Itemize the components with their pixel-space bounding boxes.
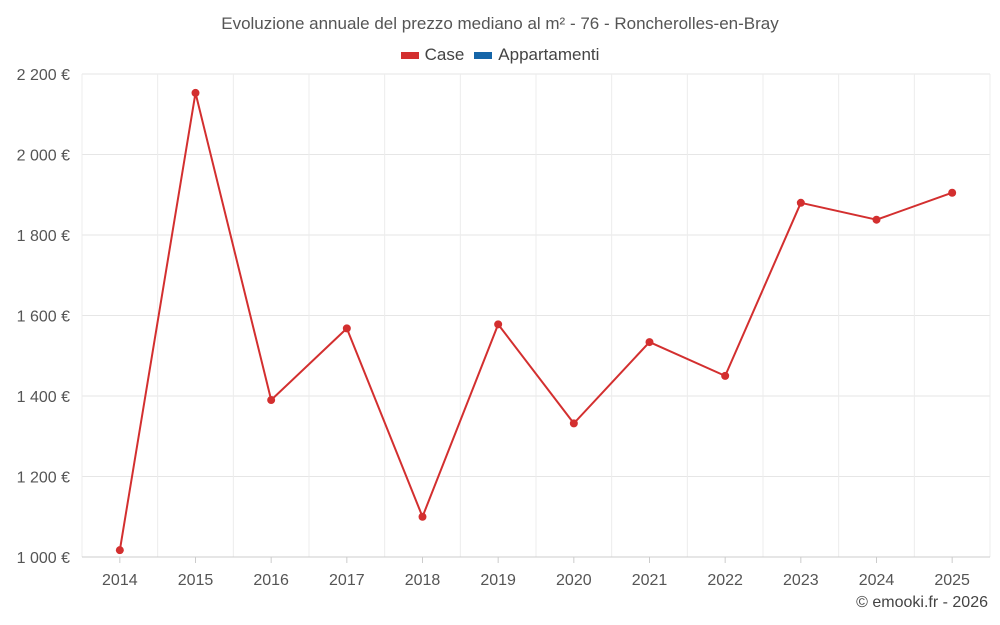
grid-lines: [81, 73, 991, 558]
y-tick-label: 2 000 €: [17, 148, 70, 165]
y-tick-label: 1 200 €: [17, 470, 70, 487]
legend-swatch-appartamenti: [474, 51, 493, 59]
data-point-2017[interactable]: [342, 324, 351, 333]
y-tick-label: 2 200 €: [17, 67, 70, 84]
x-tick-label: 2025: [934, 572, 970, 589]
data-point-2021[interactable]: [645, 338, 654, 347]
data-point-2018[interactable]: [418, 512, 427, 521]
data-point-2025[interactable]: [948, 188, 957, 197]
credit-text: © emooki.fr - 2026: [856, 594, 988, 611]
series-layer: [115, 88, 957, 555]
x-tick-label: 2021: [632, 572, 668, 589]
x-tick-label: 2018: [405, 572, 441, 589]
legend-label-appartamenti: Appartamenti: [498, 45, 600, 64]
legend-item-case[interactable]: Case: [400, 45, 465, 65]
data-point-2014[interactable]: [115, 546, 124, 555]
series-line-case: [118, 91, 953, 551]
y-axis: 1 000 € 1 200 € 1 400 € 1 600 € 1 800 € 2 000…: [17, 67, 70, 567]
x-tick-label: 2016: [253, 572, 289, 589]
legend-item-appartamenti[interactable]: Appartamenti: [474, 45, 599, 65]
data-point-2016[interactable]: [267, 396, 276, 405]
data-point-2015[interactable]: [191, 88, 200, 97]
data-point-2020[interactable]: [569, 419, 578, 428]
chart-title: Evoluzione annuale del prezzo mediano al…: [221, 14, 779, 33]
x-tick-label: 2014: [102, 572, 138, 589]
x-tick-label: 2020: [556, 572, 592, 589]
y-tick-label: 1 400 €: [17, 389, 70, 406]
data-point-2023[interactable]: [796, 198, 805, 207]
data-point-2019[interactable]: [494, 320, 503, 329]
x-tick-label: 2019: [480, 572, 516, 589]
y-tick-label: 1 000 €: [17, 550, 70, 567]
x-tick-label: 2024: [859, 572, 895, 589]
y-tick-label: 1 600 €: [17, 309, 70, 326]
x-tick-label: 2022: [707, 572, 743, 589]
legend-label-case: Case: [424, 45, 465, 64]
legend-swatch-case: [400, 51, 419, 59]
x-tick-label: 2017: [329, 572, 365, 589]
x-tick-label: 2015: [178, 572, 214, 589]
data-point-2024[interactable]: [872, 215, 881, 224]
legend: Case Appartamenti: [0, 45, 1000, 65]
x-tick-label: 2023: [783, 572, 819, 589]
y-tick-label: 1 800 €: [17, 228, 70, 245]
x-axis: 2014 2015 2016 2017 2018 2019 2020 2021 2022 2023…: [82, 556, 990, 589]
data-point-2022[interactable]: [721, 371, 730, 380]
